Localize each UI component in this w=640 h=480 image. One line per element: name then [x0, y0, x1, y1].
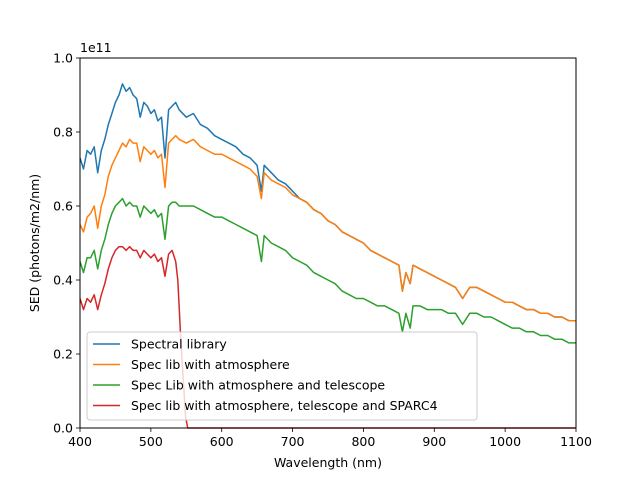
- x-tick-label: 900: [422, 434, 446, 449]
- legend-label-3: Spec Lib with atmosphere and telescope: [131, 378, 385, 393]
- legend-label-4: Spec lib with atmosphere, telescope and …: [131, 398, 438, 413]
- x-tick-label: 800: [351, 434, 375, 449]
- y-axis-ticks: 0.0 0.2 0.4 0.6 0.8 1.0: [53, 51, 80, 436]
- y-tick-label: 0.2: [53, 347, 73, 362]
- legend-label-2: Spec lib with atmosphere: [131, 357, 290, 372]
- x-tick-label: 500: [139, 434, 163, 449]
- x-tick-label: 600: [210, 434, 234, 449]
- y-tick-label: 1.0: [53, 51, 73, 66]
- series-lines: [79, 83, 576, 429]
- x-axis-label: Wavelength (nm): [274, 455, 382, 470]
- x-tick-label: 700: [281, 434, 305, 449]
- series-line-2: [79, 134, 576, 322]
- legend: Spectral library Spec lib with atmosphere…: [86, 331, 478, 421]
- x-tick-label: 400: [68, 434, 92, 449]
- y-tick-label: 0.8: [53, 125, 73, 140]
- y-tick-label: 0.4: [53, 273, 73, 288]
- y-axis-label: SED (photons/m2/nm): [27, 174, 42, 312]
- legend-box: [86, 331, 478, 421]
- y-tick-label: 0.0: [53, 421, 73, 436]
- y-offset-label: 1e11: [80, 40, 112, 55]
- x-tick-label: 1100: [560, 434, 592, 449]
- legend-label-1: Spectral library: [131, 337, 227, 352]
- plot-frame: [79, 57, 577, 429]
- series-line-3: [79, 197, 576, 344]
- x-axis-ticks: 400 500 600 700 800 900 1000 1100: [68, 428, 592, 449]
- x-tick-label: 1000: [489, 434, 521, 449]
- y-tick-label: 0.6: [53, 199, 73, 214]
